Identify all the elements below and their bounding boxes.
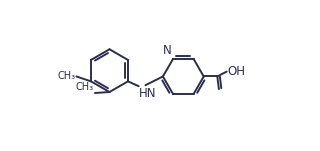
Text: HN: HN <box>139 87 156 100</box>
Text: CH₃: CH₃ <box>57 71 76 82</box>
Text: CH₃: CH₃ <box>76 82 94 92</box>
Text: OH: OH <box>228 65 245 78</box>
Text: N: N <box>163 44 172 57</box>
